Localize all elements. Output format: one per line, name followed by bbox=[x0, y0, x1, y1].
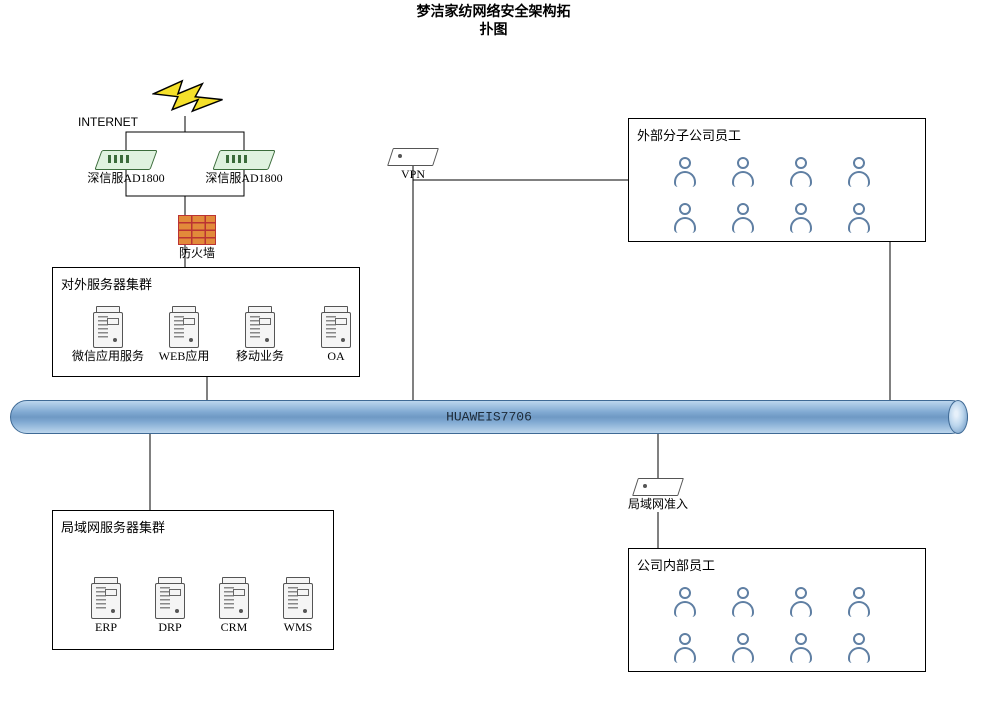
person-icon bbox=[847, 587, 871, 617]
server-label: WMS bbox=[238, 621, 358, 635]
router-icon bbox=[216, 150, 272, 170]
lan-server-0: ERP bbox=[91, 577, 121, 619]
adc-left: 深信服AD1800 bbox=[98, 150, 154, 170]
ext-server-3: OA bbox=[321, 306, 351, 348]
vpn-icon bbox=[390, 148, 436, 166]
person-icon bbox=[847, 157, 871, 187]
internal-users-box: 公司内部员工 bbox=[628, 548, 926, 672]
firewall-label: 防火墙 bbox=[137, 247, 257, 261]
person-icon bbox=[673, 157, 697, 187]
connector bbox=[126, 132, 244, 150]
vpn: VPN bbox=[390, 148, 436, 166]
adc-right: 深信服AD1800 bbox=[216, 150, 272, 170]
server-icon bbox=[283, 577, 313, 619]
server-icon bbox=[245, 306, 275, 348]
person-icon bbox=[847, 203, 871, 233]
core-switch-label: HUAWEIS7706 bbox=[11, 410, 967, 425]
server-icon bbox=[93, 306, 123, 348]
internal-people-grid bbox=[667, 583, 877, 667]
server-label: OA bbox=[276, 350, 396, 364]
nac-label: 局域网准入 bbox=[598, 498, 718, 512]
internet-bolt-icon bbox=[152, 78, 224, 114]
adc-left-label: 深信服AD1800 bbox=[66, 172, 186, 186]
diagram-title: 梦洁家纺网络安全架构拓 扑图 bbox=[0, 4, 987, 39]
external-cluster-title: 对外服务器集群 bbox=[61, 274, 152, 293]
person-icon bbox=[789, 633, 813, 663]
adc-right-label: 深信服AD1800 bbox=[184, 172, 304, 186]
lan-cluster-title: 局域网服务器集群 bbox=[61, 517, 165, 536]
ext-server-0: 微信应用服务 bbox=[93, 306, 123, 348]
branch-users-title: 外部分子公司员工 bbox=[637, 125, 741, 144]
server-icon bbox=[321, 306, 351, 348]
lan-server-3: WMS bbox=[283, 577, 313, 619]
router-icon bbox=[98, 150, 154, 170]
person-icon bbox=[731, 587, 755, 617]
person-icon bbox=[673, 203, 697, 233]
firewall-icon bbox=[178, 215, 216, 245]
internet-label: INTERNET bbox=[48, 116, 168, 130]
branch-people-grid bbox=[667, 153, 877, 237]
ext-server-2: 移动业务 bbox=[245, 306, 275, 348]
person-icon bbox=[731, 633, 755, 663]
firewall: 防火墙 bbox=[178, 215, 216, 245]
server-icon bbox=[219, 577, 249, 619]
external-server-cluster: 对外服务器集群 微信应用服务 WEB应用 移动业务 OA bbox=[52, 267, 360, 377]
person-icon bbox=[789, 587, 813, 617]
server-icon bbox=[169, 306, 199, 348]
lan-server-cluster: 局域网服务器集群 ERP DRP CRM WMS bbox=[52, 510, 334, 650]
diagram-canvas: 梦洁家纺网络安全架构拓 扑图 INTERNET 深信服AD1800 深信服AD1… bbox=[0, 0, 987, 709]
server-icon bbox=[155, 577, 185, 619]
person-icon bbox=[789, 157, 813, 187]
core-switch-pipe: HUAWEIS7706 bbox=[10, 400, 968, 434]
ext-server-1: WEB应用 bbox=[169, 306, 199, 348]
person-icon bbox=[673, 587, 697, 617]
title-line-2: 扑图 bbox=[480, 23, 508, 38]
lan-server-1: DRP bbox=[155, 577, 185, 619]
person-icon bbox=[731, 203, 755, 233]
nac-icon bbox=[635, 478, 681, 496]
person-icon bbox=[731, 157, 755, 187]
person-icon bbox=[673, 633, 697, 663]
person-icon bbox=[789, 203, 813, 233]
person-icon bbox=[847, 633, 871, 663]
lan-server-2: CRM bbox=[219, 577, 249, 619]
internal-users-title: 公司内部员工 bbox=[637, 555, 715, 574]
lan-access-control: 局域网准入 bbox=[635, 478, 681, 496]
vpn-label: VPN bbox=[353, 168, 473, 182]
branch-users-box: 外部分子公司员工 bbox=[628, 118, 926, 242]
server-icon bbox=[91, 577, 121, 619]
title-line-1: 梦洁家纺网络安全架构拓 bbox=[417, 5, 571, 20]
